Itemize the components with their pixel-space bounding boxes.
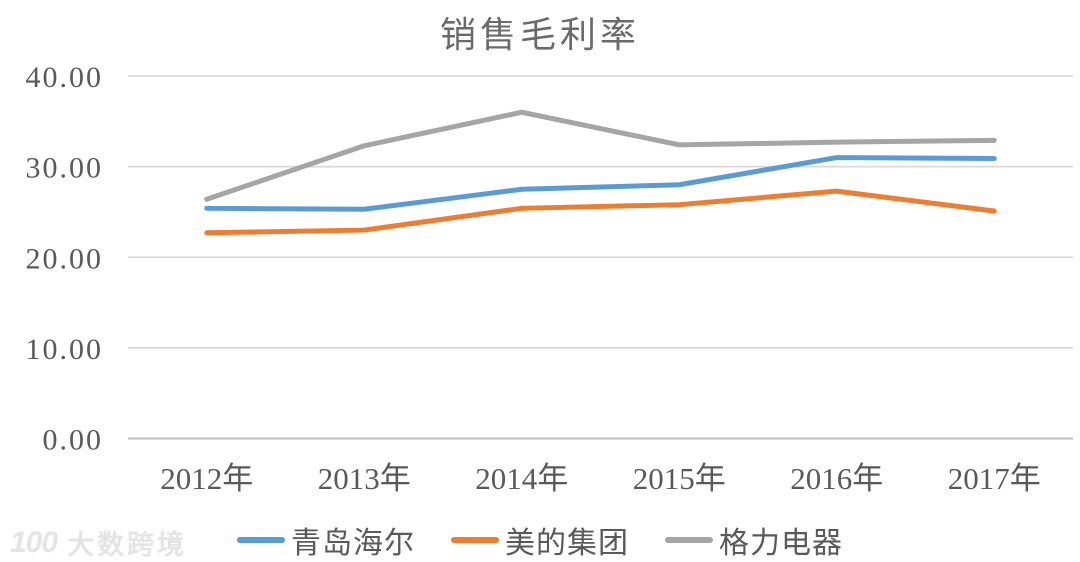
x-tick-label: 2017年 [948,461,1041,496]
watermark-brand-text: 大数跨境 [67,530,188,560]
legend-line-swatch [451,537,499,543]
y-tick-label: 20.00 [26,242,104,275]
legend: 青岛海尔 美的集团 格力电器 [0,518,1080,562]
legend-label: 格力电器 [719,527,843,560]
y-tick-label: 0.00 [43,424,104,457]
y-tick-label: 10.00 [26,333,104,366]
y-tick-label: 30.00 [26,152,104,185]
x-tick-label: 2016年 [790,461,883,496]
x-tick-label: 2014年 [475,461,568,496]
watermark: 100 大数跨境 [10,523,187,562]
legend-label: 美的集团 [505,527,629,560]
legend-item-2: 美的集团 [451,518,629,562]
y-tick-label: 40.00 [26,61,104,94]
legend-line-swatch [237,537,285,543]
x-tick-label: 2013年 [318,461,411,496]
chart-title: 销售毛利率 [439,15,640,55]
legend-item-3: 格力电器 [665,518,843,562]
legend-line-swatch [665,537,713,543]
series-line-3 [204,109,997,202]
x-tick-label: 2015年 [633,461,726,496]
series-line-1 [204,155,997,212]
legend-label: 青岛海尔 [291,527,415,560]
series-line-2 [204,188,997,236]
watermark-logo-icon: 100 [10,525,58,559]
legend-item-1: 青岛海尔 [237,518,415,562]
x-tick-label: 2012年 [160,461,253,496]
